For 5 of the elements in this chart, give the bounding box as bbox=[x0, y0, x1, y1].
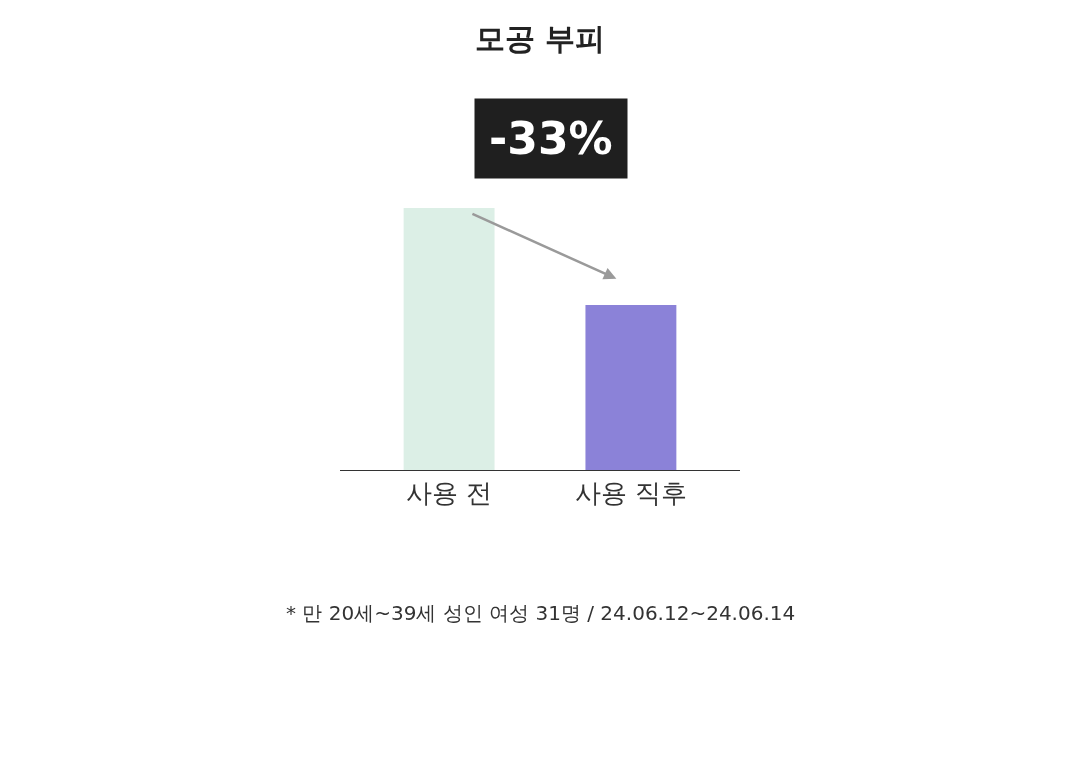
text: * 만 20세~39세 성인 여성 31명 / 24.06.12~24.06.14 bbox=[286, 601, 796, 625]
x-tick-label: 사용 전 bbox=[405, 478, 493, 509]
chart-title: 모공 부피 bbox=[474, 20, 606, 56]
text: -33% bbox=[489, 113, 613, 164]
x-tick-label: 사용 직후 bbox=[574, 478, 688, 509]
